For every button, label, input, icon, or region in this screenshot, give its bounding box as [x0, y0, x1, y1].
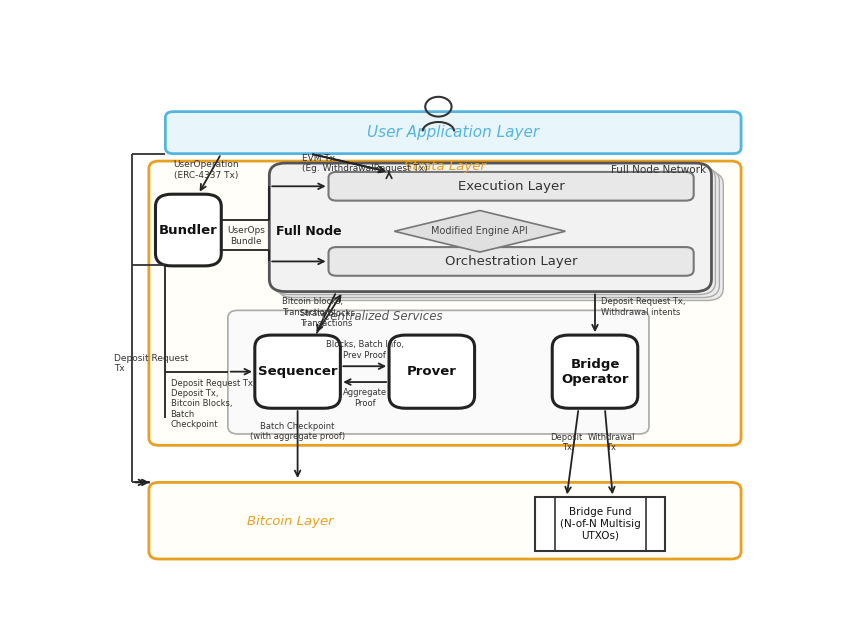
- Text: User Application Layer: User Application Layer: [367, 125, 539, 140]
- Text: Centralized Services: Centralized Services: [322, 310, 443, 324]
- Text: Bitcoin blocks,
Transactions: Bitcoin blocks, Transactions: [283, 297, 344, 317]
- Text: Strata blocks,
Transactions: Strata blocks, Transactions: [301, 309, 357, 328]
- Bar: [535, 497, 666, 551]
- Text: Bridge Fund
(N-of-N Multisig
UTXOs): Bridge Fund (N-of-N Multisig UTXOs): [559, 507, 641, 541]
- FancyBboxPatch shape: [149, 161, 741, 446]
- FancyBboxPatch shape: [155, 194, 222, 266]
- Text: Prover: Prover: [407, 365, 457, 378]
- Text: Deposit Request Tx,
Withdrawal intents: Deposit Request Tx, Withdrawal intents: [601, 297, 685, 317]
- Text: Withdrawal
Tx: Withdrawal Tx: [588, 433, 635, 453]
- Text: UserOperation
(ERC-4337 Tx): UserOperation (ERC-4337 Tx): [173, 160, 239, 180]
- FancyBboxPatch shape: [255, 335, 340, 408]
- Text: Execution Layer: Execution Layer: [458, 180, 565, 193]
- FancyBboxPatch shape: [277, 169, 719, 297]
- Text: Deposit Request Tx,
Deposit Tx,
Bitcoin Blocks,
Batch
Checkpoint: Deposit Request Tx, Deposit Tx, Bitcoin …: [171, 379, 255, 429]
- Text: Batch Checkpoint
(with aggregate proof): Batch Checkpoint (with aggregate proof): [250, 422, 346, 442]
- Polygon shape: [394, 211, 565, 252]
- FancyBboxPatch shape: [552, 335, 638, 408]
- Text: UserOps
Bundle: UserOps Bundle: [228, 227, 265, 246]
- FancyBboxPatch shape: [228, 310, 649, 434]
- Text: Sequencer: Sequencer: [258, 365, 337, 378]
- FancyBboxPatch shape: [329, 172, 694, 200]
- Text: Deposit
Tx: Deposit Tx: [551, 433, 582, 453]
- Text: Full Node: Full Node: [276, 225, 341, 238]
- FancyBboxPatch shape: [269, 163, 711, 291]
- Text: Orchestration Layer: Orchestration Layer: [445, 255, 577, 268]
- Text: EVM Tx
(Eg. WithdrawalRequest Tx): EVM Tx (Eg. WithdrawalRequest Tx): [302, 154, 428, 173]
- Text: Deposit Request
Tx: Deposit Request Tx: [114, 354, 188, 374]
- Text: Bundler: Bundler: [159, 223, 217, 236]
- FancyBboxPatch shape: [166, 112, 741, 153]
- Text: Bitcoin Layer: Bitcoin Layer: [247, 516, 334, 528]
- FancyBboxPatch shape: [273, 166, 716, 295]
- FancyBboxPatch shape: [149, 482, 741, 559]
- Text: Full Node Network: Full Node Network: [611, 165, 706, 175]
- Text: Blocks, Batch Info,
Prev Proof: Blocks, Batch Info, Prev Proof: [326, 340, 404, 360]
- FancyBboxPatch shape: [389, 335, 475, 408]
- FancyBboxPatch shape: [329, 247, 694, 276]
- Text: Modified Engine API: Modified Engine API: [431, 226, 528, 236]
- FancyBboxPatch shape: [281, 172, 723, 300]
- Text: Strata Layer: Strata Layer: [404, 159, 486, 173]
- Text: Bridge
Operator: Bridge Operator: [561, 358, 629, 386]
- Text: Aggregate
Proof: Aggregate Proof: [343, 388, 387, 408]
